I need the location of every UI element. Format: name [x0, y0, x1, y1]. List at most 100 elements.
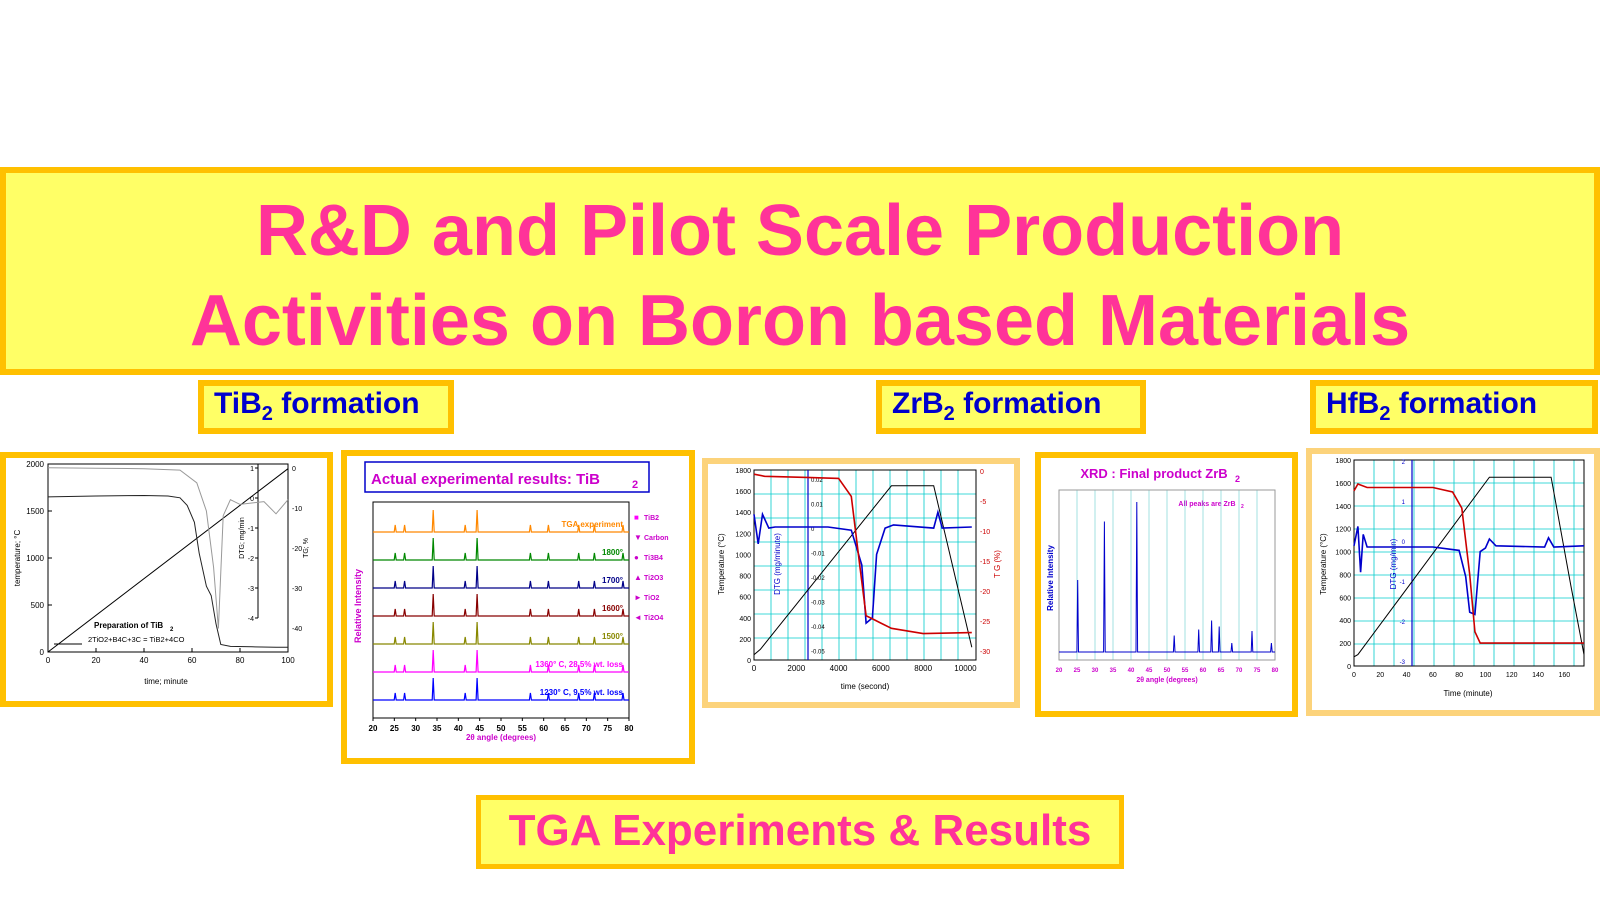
dtg-tick-label: 0 — [250, 496, 254, 503]
annotation-title: Preparation of TiB — [94, 621, 163, 630]
x-tick-label: 80 — [1272, 668, 1279, 674]
tg-tick-label: -10 — [980, 529, 990, 536]
chart-zrb2-tga: 0 2000 4000 6000 8000 10000 0 200 400 600 800 1000 1… — [717, 468, 1002, 691]
chart-panel-zrb2-xrd: XRD : Final product ZrB 2 All peaks are Zr… — [1035, 452, 1298, 717]
xrd-series-label: 1360° C, 28.5% wt. loss — [535, 660, 623, 669]
y-tick-label: 1800 — [735, 468, 751, 475]
x-tick-label: 40 — [1403, 672, 1411, 679]
xrd-legend-symbol: ► — [634, 593, 642, 602]
dtg-tick-label: -4 — [248, 616, 254, 623]
x-axis-label: time; minute — [144, 677, 188, 686]
y-tick-label: 200 — [1339, 641, 1351, 648]
x-tick-label: 2000 — [787, 664, 805, 673]
y-tick-label: 1200 — [1335, 527, 1351, 534]
y-tick-label: 400 — [1339, 618, 1351, 625]
y-tick-label: 800 — [1339, 572, 1351, 579]
tg-tick-label: -30 — [292, 586, 302, 593]
y-tick-label: 1400 — [1335, 504, 1351, 511]
series-line — [1353, 526, 1585, 616]
x-tick-label: 80 — [625, 724, 634, 733]
label-hfb2-formation: HfB2 formation — [1310, 380, 1598, 434]
x-tick-label: 6000 — [872, 664, 890, 673]
label-hfb2-pre: HfB — [1326, 387, 1380, 420]
x-tick-label: 80 — [236, 656, 245, 665]
y-tick-label: 1500 — [26, 507, 44, 516]
xrd-series-line — [373, 621, 629, 645]
plot-frame — [753, 469, 977, 661]
x-tick-label: 10000 — [954, 664, 977, 673]
xrd-series-line — [373, 593, 629, 617]
dtg-axis-label: DTG (mg/min) — [1389, 538, 1398, 589]
y-tick-label: 1000 — [1335, 550, 1351, 557]
x-tick-label: 80 — [1455, 672, 1463, 679]
xrd-series-line — [373, 677, 629, 701]
label-hfb2-post: formation — [1390, 387, 1538, 420]
label-hfb2-sub: 2 — [1379, 403, 1391, 425]
xrd-series-line — [373, 565, 629, 589]
tg-tick-label: -25 — [980, 619, 990, 626]
dtg-axis-label: DTG; mg/min — [239, 517, 246, 559]
xrd-title-box — [364, 461, 650, 493]
xrd-series-line — [373, 649, 629, 673]
x-axis-label: 2θ angle (degrees) — [1136, 677, 1197, 684]
xrd-legend-symbol: ■ — [634, 513, 639, 522]
xrd-title: Actual experimental results: TiB — [371, 471, 600, 488]
x-tick-label: 100 — [281, 656, 295, 665]
title-line-2: Activities on Boron based Materials — [189, 281, 1411, 361]
x-tick-label: 20 — [1376, 672, 1384, 679]
xrd-legend-label: Ti2O3 — [644, 575, 663, 582]
x-tick-label: 75 — [1254, 668, 1261, 674]
x-tick-label: 40 — [140, 656, 149, 665]
y-axis-label: Temperature (°C) — [717, 533, 726, 595]
xrd-legend-label: Ti2O4 — [644, 615, 663, 622]
dtg-tick-label: -0.02 — [811, 576, 825, 582]
dtg-tick-label: -3 — [1400, 660, 1406, 666]
x-tick-label: 70 — [1236, 668, 1243, 674]
x-axis-label: 2θ angle (degrees) — [466, 733, 536, 742]
xrd-title-sub: 2 — [1235, 474, 1240, 484]
x-tick-label: 0 — [46, 656, 51, 665]
xrd-series-label: 1500° — [602, 632, 623, 641]
dtg-tick-label: -0.01 — [811, 552, 825, 558]
label-zrb2-formation: ZrB2 formation — [876, 380, 1146, 434]
y-tick-label: 1000 — [26, 554, 44, 563]
y-axis-label: Temperature (°C) — [1319, 533, 1328, 595]
x-tick-label: 25 — [1074, 668, 1081, 674]
dtg-tick-label: -2 — [1400, 620, 1406, 626]
y-tick-label: 600 — [1339, 595, 1351, 602]
x-tick-label: 120 — [1506, 672, 1518, 679]
x-tick-label: 140 — [1532, 672, 1544, 679]
dtg-tick-label: 0.01 — [811, 503, 823, 509]
y-axis-label: temperature; °C — [13, 530, 22, 587]
x-tick-label: 30 — [1092, 668, 1099, 674]
tg-tick-label: -30 — [980, 649, 990, 656]
x-tick-label: 65 — [561, 724, 570, 733]
x-tick-label: 60 — [188, 656, 197, 665]
x-tick-label: 25 — [390, 724, 399, 733]
x-axis-label: Time (minute) — [1443, 689, 1492, 698]
chart-panel-tib2-xrd: Actual experimental results: TiB 2 20 25 30 3… — [341, 450, 695, 764]
x-tick-label: 35 — [433, 724, 442, 733]
xrd-series-label: 1230° C, 9.5% wt. loss — [540, 688, 624, 697]
chart-hfb2-tga: 0 20 40 60 80 100 120 140 1600200400600800100012… — [1319, 458, 1585, 698]
x-tick-label: 0 — [1352, 672, 1356, 679]
xrd-legend-symbol: ● — [634, 553, 639, 562]
y-tick-label: 0 — [40, 648, 45, 657]
xrd-series-label: 1700° — [602, 576, 623, 585]
x-tick-label: 60 — [1429, 672, 1437, 679]
series-line — [47, 468, 289, 653]
tg-tick-label: -20 — [980, 589, 990, 596]
x-tick-label: 70 — [582, 724, 591, 733]
x-tick-label: 50 — [497, 724, 506, 733]
chart-tib2-tga: 0 20 40 60 80 100050010001500200010-1-2-3-40-… — [13, 460, 310, 686]
y-tick-label: 1800 — [1335, 458, 1351, 465]
dtg-tick-label: 0.02 — [811, 478, 823, 484]
xrd-legend-label: TiO2 — [644, 595, 660, 602]
xrd-legend-label: Ti3B4 — [644, 555, 663, 562]
x-tick-label: 55 — [1182, 668, 1189, 674]
chart-panel-hfb2-tga: 0 20 40 60 80 100 120 140 160 0 200 400 600 800 1000 12… — [1306, 448, 1600, 716]
x-tick-label: 45 — [475, 724, 484, 733]
x-tick-label: 20 — [1056, 668, 1063, 674]
xrd-title-sub: 2 — [632, 479, 638, 491]
series-line — [47, 467, 289, 629]
